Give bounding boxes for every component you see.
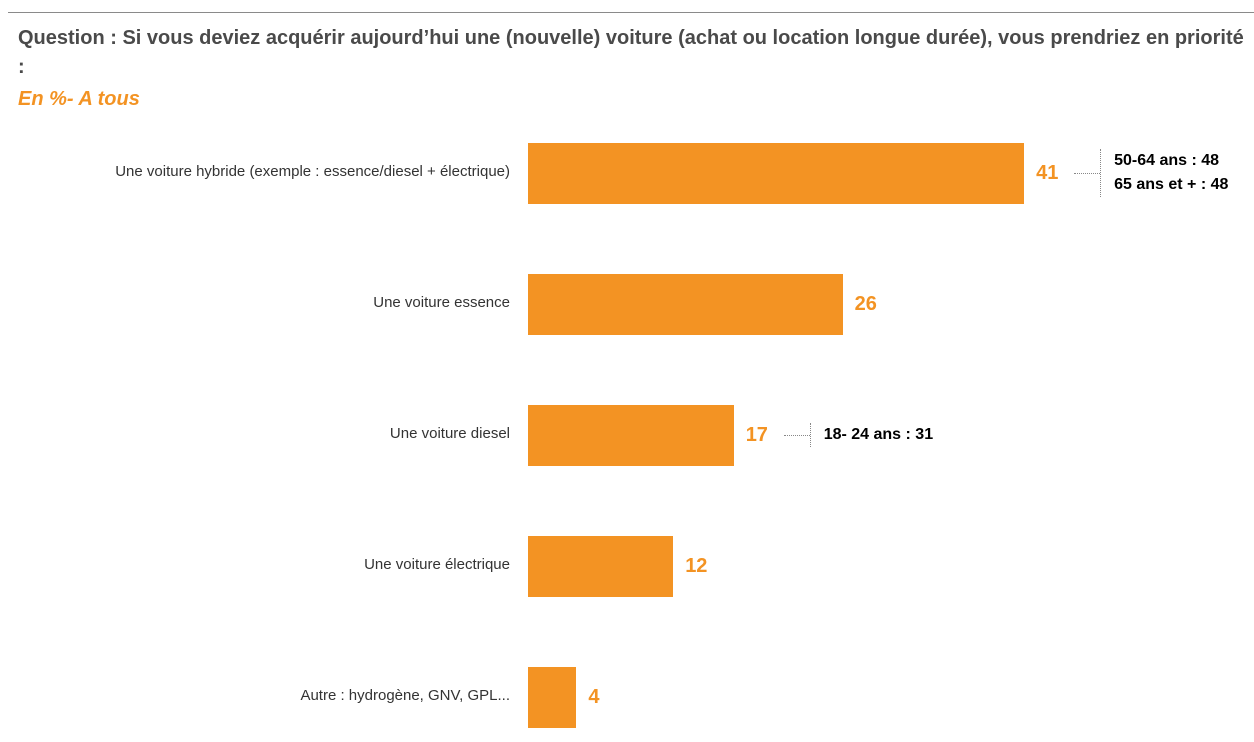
annotation-line: 50-64 ans : 48 bbox=[1114, 152, 1220, 169]
value-label: 4 bbox=[588, 686, 600, 708]
chart-title: Question : Si vous deviez acquérir aujou… bbox=[18, 27, 1244, 78]
bar bbox=[528, 405, 734, 466]
bar bbox=[528, 536, 674, 597]
value-label: 12 bbox=[685, 555, 708, 577]
bar bbox=[528, 143, 1025, 204]
category-label: Une voiture diesel bbox=[389, 425, 510, 442]
category-label: Une voiture hybride (exemple : essence/d… bbox=[115, 163, 510, 180]
category-label: Une voiture essence bbox=[373, 294, 510, 311]
annotation-bracket bbox=[809, 423, 811, 447]
bar bbox=[528, 667, 577, 728]
value-label: 26 bbox=[854, 293, 877, 315]
annotation-connector bbox=[1074, 173, 1101, 174]
value-label: 41 bbox=[1036, 162, 1059, 184]
category-label: Autre : hydrogène, GNV, GPL... bbox=[300, 687, 510, 704]
annotation-line: 65 ans et + : 48 bbox=[1114, 176, 1229, 193]
annotation-bracket bbox=[1100, 149, 1102, 197]
annotation-line: 18- 24 ans : 31 bbox=[823, 426, 934, 443]
annotation-connector bbox=[783, 435, 810, 436]
bar bbox=[528, 274, 843, 335]
top-rule bbox=[8, 12, 1254, 13]
annotation: 18- 24 ans : 31 bbox=[824, 423, 933, 447]
value-label: 17 bbox=[745, 424, 768, 446]
category-label: Une voiture électrique bbox=[364, 556, 510, 573]
chart-subtitle: En %- A tous bbox=[18, 88, 140, 110]
annotation: 50-64 ans : 48 65 ans et + : 48 bbox=[1114, 149, 1228, 197]
